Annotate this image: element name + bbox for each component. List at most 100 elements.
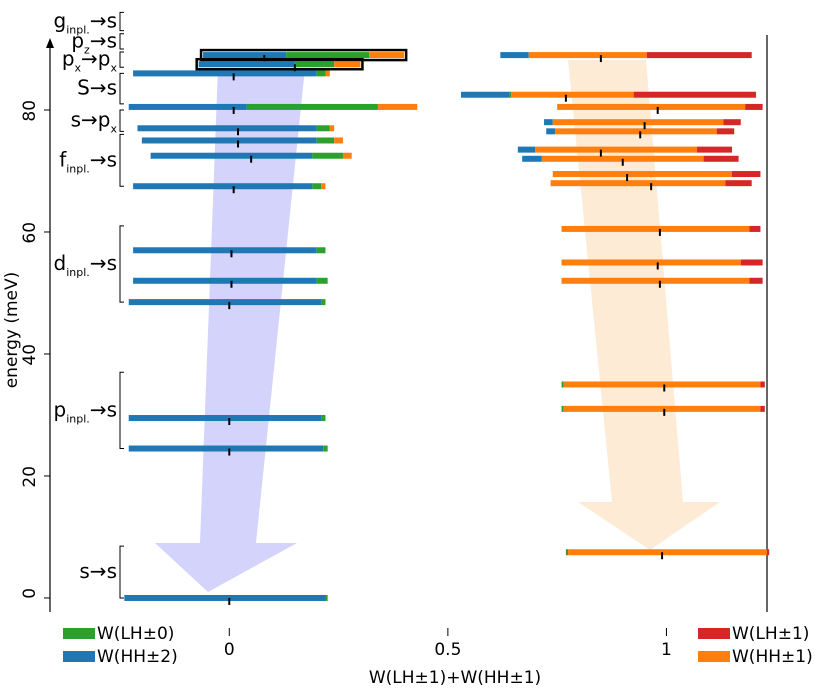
bar-segment xyxy=(316,277,328,284)
bar-segment xyxy=(150,152,313,159)
transition-text: p xyxy=(62,46,75,70)
bar-segment xyxy=(749,277,763,284)
bar-segment xyxy=(563,405,761,412)
transition-bracket xyxy=(119,371,124,450)
bar-segment xyxy=(137,125,317,132)
bar-segment xyxy=(133,70,317,77)
bar-segment xyxy=(697,146,733,153)
bar-segment xyxy=(246,103,378,110)
bar-segment xyxy=(133,247,317,254)
bar-segment xyxy=(565,549,569,556)
bar-segment xyxy=(334,61,361,68)
transition-text: →s xyxy=(90,28,117,52)
blue-arrow xyxy=(155,68,305,592)
bar-segment xyxy=(767,549,770,556)
transition-subscript: z xyxy=(84,43,90,56)
bar-segment xyxy=(546,128,555,135)
transition-label: ginpl.→s xyxy=(54,8,117,37)
x-tick-label: 1 xyxy=(661,640,672,660)
legend-swatch xyxy=(698,651,730,662)
transition-text: S→s xyxy=(77,75,117,99)
bar-segment xyxy=(749,225,761,232)
bar-segment xyxy=(528,52,647,59)
y-axis-arrow xyxy=(46,38,54,48)
bar-segment xyxy=(316,247,326,254)
bar-segment xyxy=(377,103,418,110)
legend-swatch xyxy=(63,651,95,662)
bar-segment xyxy=(323,445,328,452)
transition-text: s→s xyxy=(79,559,117,583)
bar-segment xyxy=(500,52,529,59)
bar-segment xyxy=(550,180,726,187)
bar-segment xyxy=(203,52,287,59)
y-tick-label: 20 xyxy=(20,466,40,488)
transition-text: g xyxy=(54,8,67,32)
transition-text: →s xyxy=(90,251,117,275)
legend-label: W(HH±2) xyxy=(97,647,178,667)
legend-label: W(HH±1) xyxy=(732,647,813,667)
bar-segment xyxy=(321,183,326,190)
bar-segment xyxy=(557,103,746,110)
bar-segment xyxy=(198,61,295,68)
transition-subscript: inpl. xyxy=(66,162,90,175)
x-axis-label: W(LH±1)+W(HH±1) xyxy=(369,668,541,688)
transition-bracket xyxy=(119,33,124,50)
bar-segment xyxy=(740,259,763,266)
bar-segment xyxy=(124,594,326,601)
bar-segment xyxy=(552,171,733,178)
bar-segment xyxy=(511,91,634,98)
transition-label: px→px xyxy=(62,46,118,74)
bar-segment xyxy=(561,259,741,266)
transition-text: →s xyxy=(90,8,117,32)
bar-segment xyxy=(760,405,765,412)
bar-segment xyxy=(294,61,335,68)
bar-segment xyxy=(561,405,564,412)
transition-subscript: inpl. xyxy=(66,266,90,279)
bar-segment xyxy=(561,381,564,388)
bar-segment xyxy=(544,119,553,126)
bar-segment xyxy=(561,225,750,232)
bar-segment xyxy=(725,180,752,187)
legend-swatch xyxy=(63,628,95,639)
bar-segment xyxy=(286,52,370,59)
y-tick-label: 60 xyxy=(20,222,40,244)
transition-subscript: x xyxy=(110,62,117,75)
bar-segment xyxy=(312,152,343,159)
transition-subscript: inpl. xyxy=(66,24,90,37)
bar-segment xyxy=(133,277,317,284)
bar-segment xyxy=(133,183,313,190)
transition-label: pinpl.→s xyxy=(54,397,117,426)
bar-segment xyxy=(732,171,761,178)
transition-text: p xyxy=(54,397,67,421)
transition-text: →p xyxy=(81,46,110,70)
transition-subscript: x xyxy=(110,123,117,136)
transition-bracket xyxy=(119,72,124,105)
transition-label: dinpl.→s xyxy=(54,251,117,280)
y-axis-label: energy (meV) xyxy=(2,272,22,389)
bar-segment xyxy=(316,125,330,132)
transition-label: s→px xyxy=(71,107,118,136)
transition-bracket xyxy=(119,133,124,187)
y-tick-label: 40 xyxy=(20,344,40,366)
transition-bracket xyxy=(119,11,124,32)
bar-segment xyxy=(321,415,326,422)
bar-segment xyxy=(723,119,741,126)
bar-segment xyxy=(321,299,326,306)
bar-segment xyxy=(460,91,510,98)
bar-segment xyxy=(552,119,724,126)
bar-segment xyxy=(329,125,335,132)
bar-segment xyxy=(509,91,512,98)
bar-segment xyxy=(334,137,343,144)
transition-text: →s xyxy=(90,397,117,421)
transition-text: p xyxy=(71,28,84,52)
bar-segment xyxy=(325,70,330,77)
bar-segment xyxy=(342,152,352,159)
transition-label: s→s xyxy=(79,559,117,583)
transition-text: s→p xyxy=(71,107,111,131)
bar-segment xyxy=(128,299,322,306)
bar-segment xyxy=(128,445,324,452)
x-tick-label: 0.5 xyxy=(434,640,461,660)
transition-label: S→s xyxy=(77,75,117,99)
transition-bracket xyxy=(119,545,124,599)
